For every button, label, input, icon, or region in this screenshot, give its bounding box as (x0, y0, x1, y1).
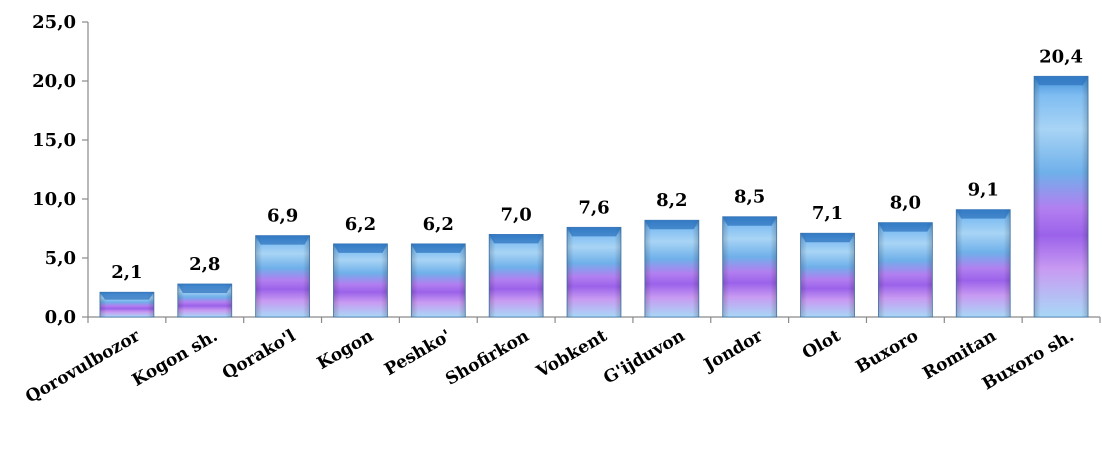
bar (645, 220, 699, 317)
y-tick-label: 10,0 (32, 189, 76, 210)
bar-shade (723, 217, 777, 317)
bar-bevel (956, 210, 1010, 219)
data-label: 6,2 (345, 214, 376, 235)
bar-bevel (878, 223, 932, 232)
y-axis: 0,0 5,0 10,0 15,0 20,0 25,0 (32, 12, 88, 328)
data-label: 2,1 (111, 262, 142, 283)
data-label: 9,1 (968, 180, 999, 201)
bar-bevel (567, 227, 621, 236)
bar-shade (645, 220, 699, 317)
bar-bevel (333, 244, 387, 253)
bar-shade (411, 244, 465, 317)
bar-shade (333, 244, 387, 317)
bar (178, 284, 232, 317)
data-label: 8,5 (734, 187, 765, 208)
category-label: Qorovulbozor (22, 325, 144, 407)
bar (1034, 76, 1088, 317)
bar-bevel (801, 233, 855, 242)
category-label: G'ijduvon (600, 326, 688, 388)
bar-shade (878, 223, 932, 317)
y-tick-label: 20,0 (32, 71, 76, 92)
bar-shade (1034, 76, 1088, 317)
bar (723, 217, 777, 317)
data-label: 7,1 (812, 203, 843, 224)
category-label: Olot (799, 326, 844, 364)
data-label: 6,9 (267, 206, 298, 227)
bar (100, 292, 154, 317)
bar-bevel (645, 220, 699, 229)
bar-bevel (489, 234, 543, 243)
bar (489, 234, 543, 317)
data-label: 7,0 (500, 204, 531, 225)
x-axis (88, 317, 1100, 323)
bar (801, 233, 855, 317)
bar-shade (567, 227, 621, 317)
y-tick-label: 25,0 (32, 12, 76, 33)
data-label: 8,2 (656, 190, 687, 211)
bar-shade (256, 236, 310, 317)
category-label: Qorako'l (219, 326, 300, 384)
data-label: 20,4 (1039, 46, 1083, 67)
data-label: 6,2 (423, 214, 454, 235)
bar-bevel (723, 217, 777, 226)
category-label: Buxoro (853, 326, 922, 378)
data-label: 7,6 (578, 197, 609, 218)
bar-shade (956, 210, 1010, 317)
data-label: 2,8 (189, 254, 220, 275)
bar (567, 227, 621, 317)
bar-shade (489, 234, 543, 317)
data-label: 8,0 (890, 193, 921, 214)
bar (411, 244, 465, 317)
category-label: Kogon (314, 326, 377, 374)
y-tick-label: 15,0 (32, 130, 76, 151)
category-label: Shofirkon (442, 326, 532, 390)
bar-bevel (411, 244, 465, 253)
bar (333, 244, 387, 317)
category-label: Kogon sh. (129, 326, 221, 391)
bar (956, 210, 1010, 317)
category-label: Jondor (699, 325, 767, 376)
bar-bevel (100, 292, 154, 299)
bar-bevel (1034, 76, 1088, 85)
bar (256, 236, 310, 317)
category-label: Vobkent (532, 326, 610, 383)
bar-bevel (178, 284, 232, 293)
bar (878, 223, 932, 317)
y-tick-label: 5,0 (45, 248, 76, 269)
y-tick-label: 0,0 (45, 307, 76, 328)
bar-shade (801, 233, 855, 317)
bar-bevel (256, 236, 310, 245)
